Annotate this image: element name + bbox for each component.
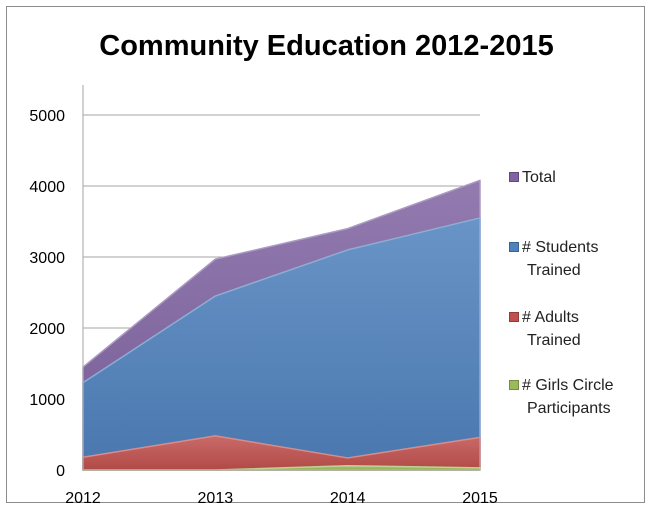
x-tick-labels: 2012 2013 2014 2015 bbox=[65, 490, 498, 507]
y-tick-label: 4000 bbox=[29, 179, 65, 196]
y-tick-label: 1000 bbox=[29, 392, 65, 409]
series-areas bbox=[82, 179, 481, 471]
x-tick-label: 2014 bbox=[330, 490, 366, 507]
y-tick-label: 3000 bbox=[29, 250, 65, 267]
y-tick-label: 5000 bbox=[29, 108, 65, 125]
y-tick-labels: 0 1000 2000 3000 4000 5000 bbox=[29, 108, 65, 480]
x-tick-label: 2012 bbox=[65, 490, 101, 507]
axes bbox=[82, 85, 480, 471]
y-tick-label: 0 bbox=[56, 463, 65, 480]
x-tick-label: 2015 bbox=[462, 490, 498, 507]
y-tick-label: 2000 bbox=[29, 321, 65, 338]
chart-title: Community Education 2012-2015 bbox=[99, 30, 554, 62]
x-tick-label: 2013 bbox=[198, 490, 234, 507]
